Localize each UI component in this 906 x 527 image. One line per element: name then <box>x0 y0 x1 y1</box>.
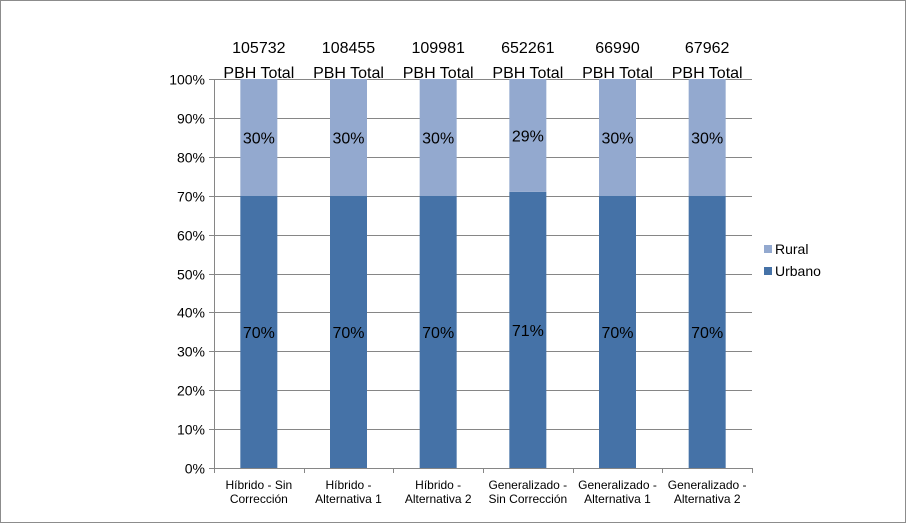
x-tick-label: Híbrido - <box>325 478 371 492</box>
bar-urbano <box>509 191 547 468</box>
legend-label-urbano: Urbano <box>775 263 821 279</box>
data-label-rural: 30% <box>332 130 364 147</box>
x-tick-label: Híbrido - Sin <box>225 478 292 492</box>
data-label-rural: 30% <box>422 130 454 147</box>
bar-rural <box>599 79 636 196</box>
y-tick-label: 100% <box>169 72 205 88</box>
bar-urbano <box>330 195 367 468</box>
bar-urbano <box>419 195 457 468</box>
legend-swatch-urbano <box>764 267 772 275</box>
bar-urbano <box>240 195 278 468</box>
y-tick-label: 50% <box>177 267 205 283</box>
bar-rural <box>419 79 457 196</box>
y-tick-label: 0% <box>185 461 205 477</box>
x-tick-label: Sin Corrección <box>488 492 567 506</box>
y-tick-label: 60% <box>177 228 205 244</box>
y-tick-label: 80% <box>177 150 205 166</box>
y-tick-label: 70% <box>177 189 205 205</box>
total-label: PBH Total <box>223 65 294 82</box>
data-label-urbano: 70% <box>243 325 275 342</box>
data-label-urbano: 70% <box>691 325 723 342</box>
total-value: 108455 <box>322 40 375 57</box>
data-label-urbano: 71% <box>512 323 544 340</box>
data-label-rural: 29% <box>512 128 544 145</box>
total-value: 105732 <box>232 40 285 57</box>
x-tick-label: Alternativa 2 <box>405 492 472 506</box>
total-value: 67962 <box>685 40 730 57</box>
total-label: PBH Total <box>313 65 384 82</box>
legend-label-rural: Rural <box>775 241 808 257</box>
x-tick-label: Alternativa 1 <box>315 492 382 506</box>
x-tick-label: Alternativa 2 <box>674 492 741 506</box>
total-value: 652261 <box>501 40 554 57</box>
x-tick-label: Híbrido - <box>415 478 461 492</box>
data-label-rural: 30% <box>691 130 723 147</box>
total-label: PBH Total <box>403 65 474 82</box>
data-label-rural: 30% <box>601 130 633 147</box>
y-tick-label: 30% <box>177 344 205 360</box>
bar-rural <box>509 79 547 192</box>
y-tick-label: 90% <box>177 111 205 127</box>
x-tick-label: Generalizado - <box>488 478 567 492</box>
bar-urbano <box>599 195 636 468</box>
bar-rural <box>688 79 726 196</box>
x-tick-label: Generalizado - <box>668 478 747 492</box>
legend-swatch-rural <box>764 245 772 253</box>
x-tick-label: Generalizado - <box>578 478 657 492</box>
y-tick-label: 20% <box>177 383 205 399</box>
total-label: PBH Total <box>582 65 653 82</box>
y-tick-label: 10% <box>177 422 205 438</box>
x-tick-label: Alternativa 1 <box>584 492 651 506</box>
total-label: PBH Total <box>672 65 743 82</box>
x-tick-label: Corrección <box>230 492 288 506</box>
bar-rural <box>330 79 367 196</box>
total-value: 66990 <box>595 40 640 57</box>
bar-urbano <box>688 195 726 468</box>
data-label-urbano: 70% <box>601 325 633 342</box>
total-label: PBH Total <box>492 65 563 82</box>
total-value: 109981 <box>411 40 464 57</box>
bar-rural <box>240 79 278 196</box>
data-label-urbano: 70% <box>332 325 364 342</box>
y-tick-label: 40% <box>177 305 205 321</box>
data-label-rural: 30% <box>243 130 275 147</box>
data-label-urbano: 70% <box>422 325 454 342</box>
